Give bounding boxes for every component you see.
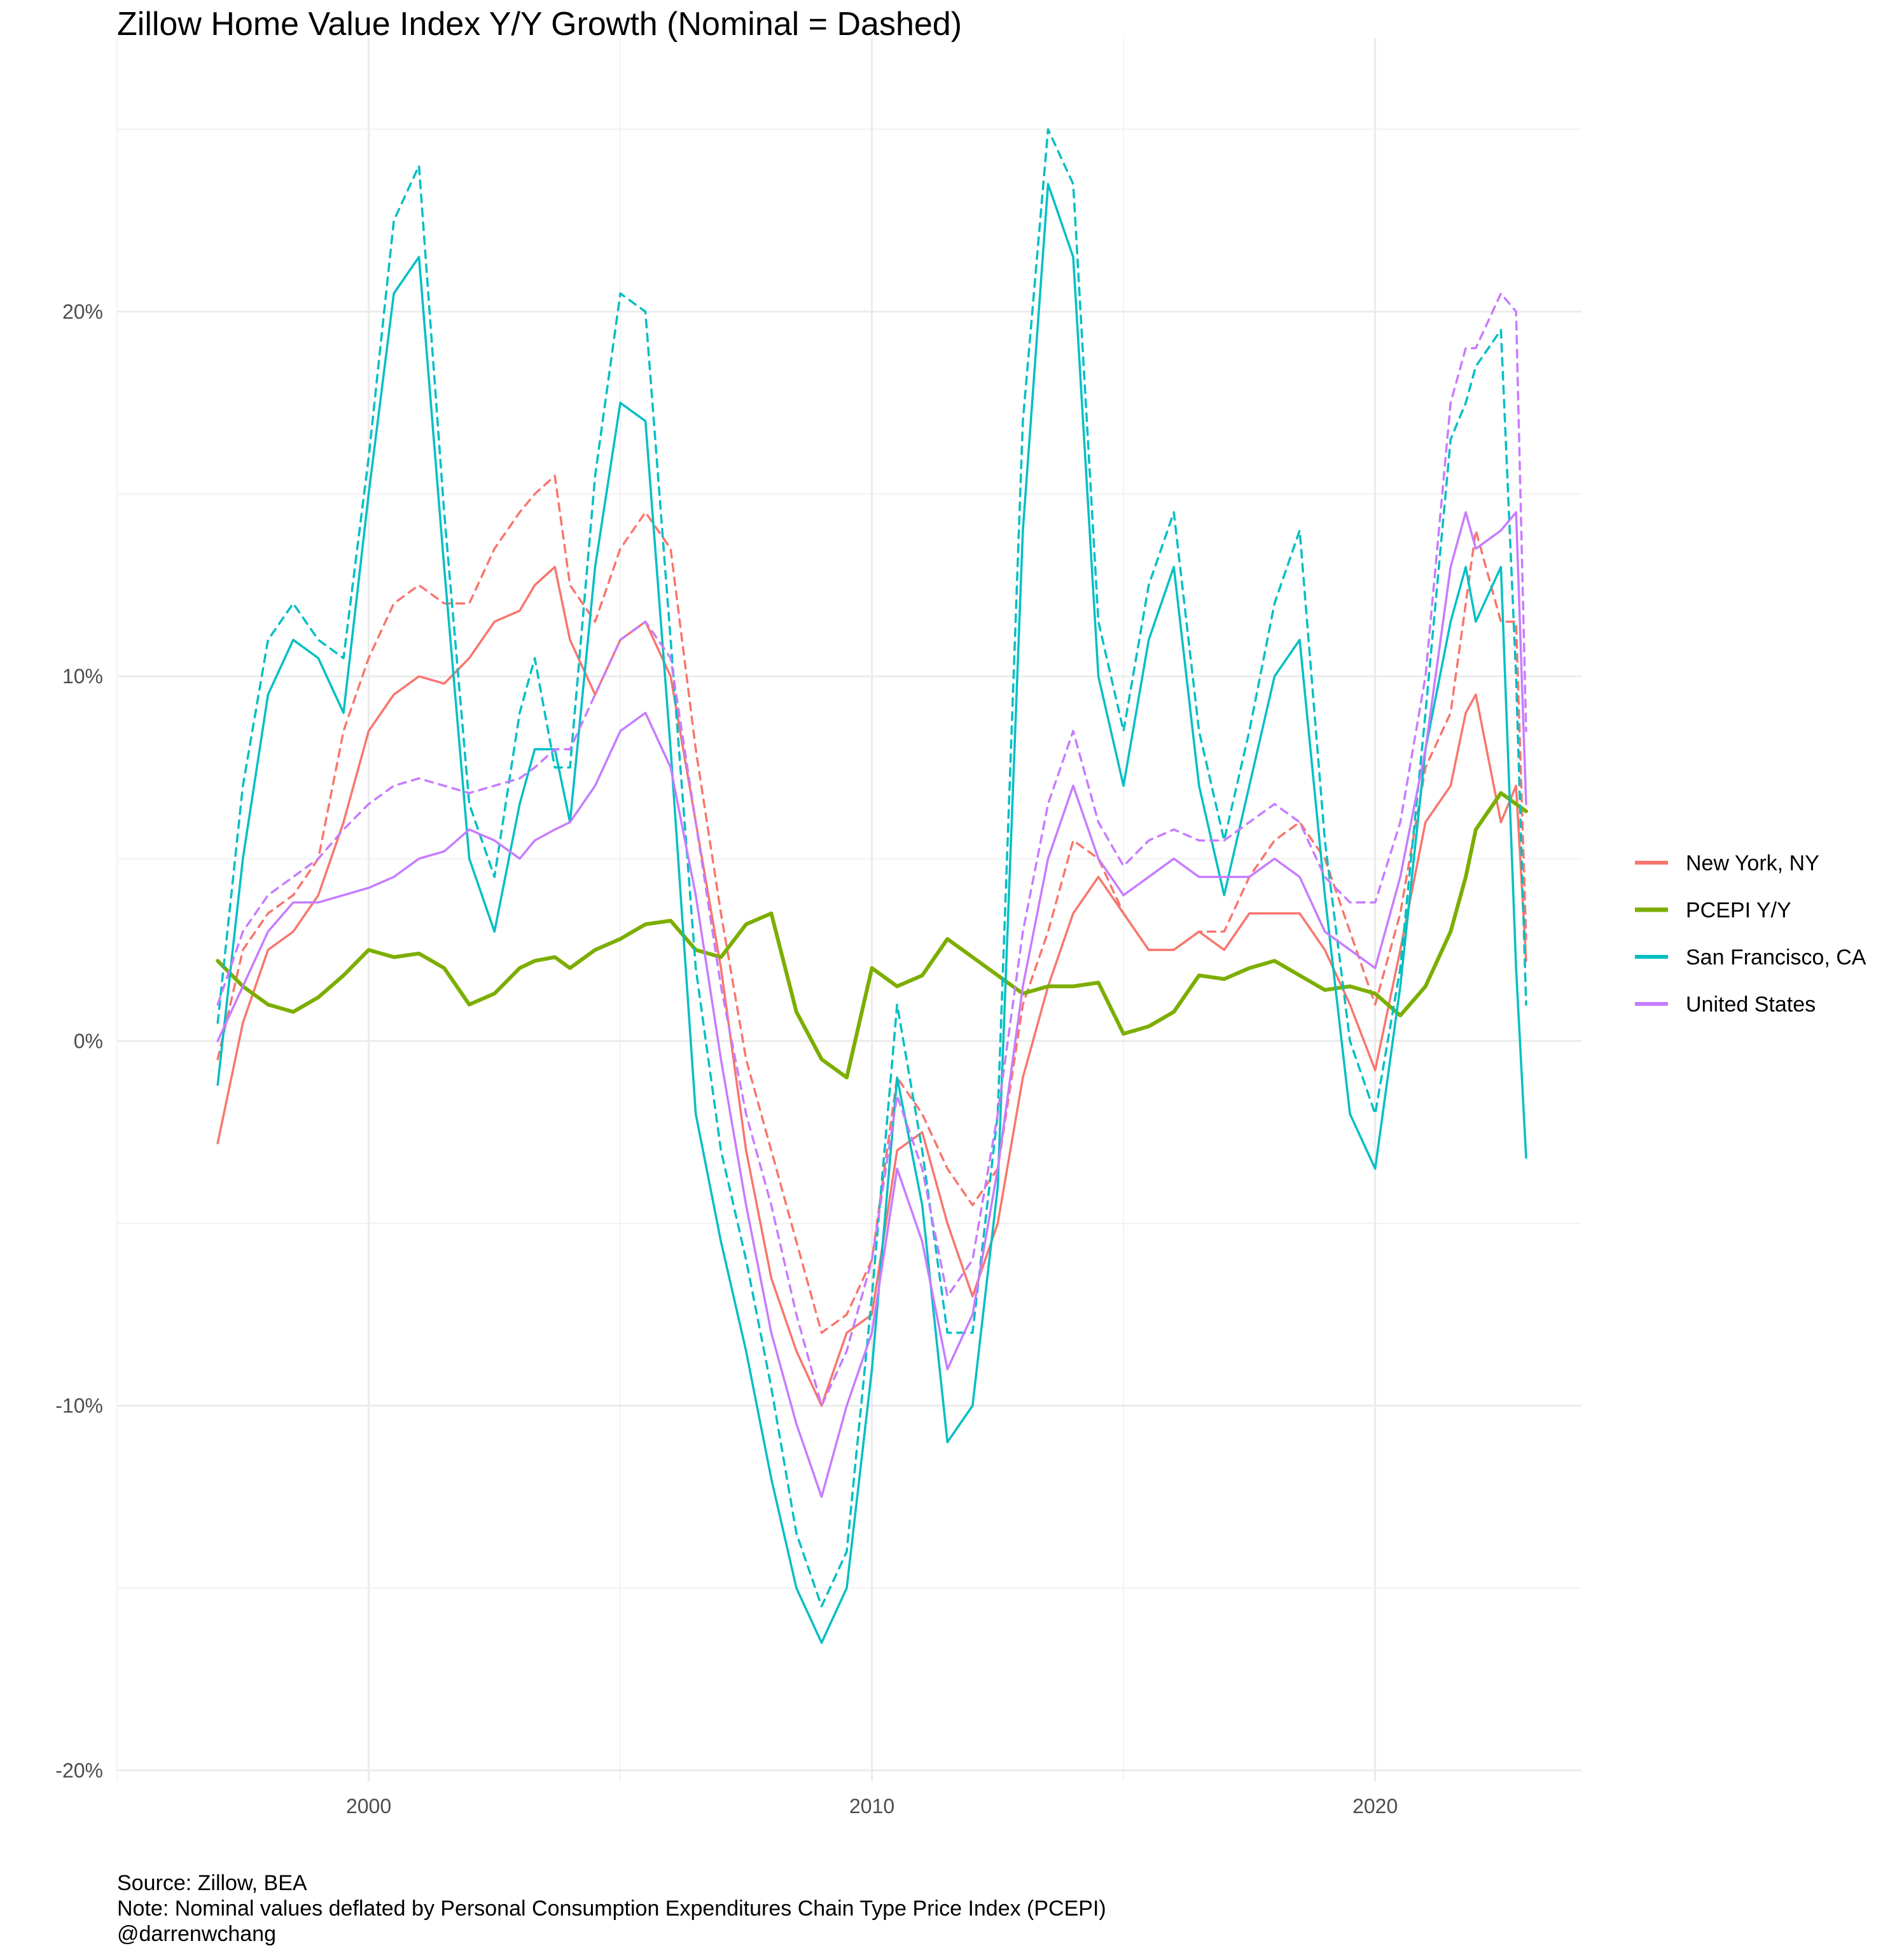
x-tick-label: 2000 bbox=[346, 1795, 391, 1818]
series-line-san-francisco-ca-dashed bbox=[216, 128, 1527, 1608]
grid bbox=[116, 38, 1581, 1781]
series-line-united-states-solid bbox=[216, 511, 1527, 1498]
y-tick-label: 10% bbox=[62, 665, 103, 688]
chart-caption: Source: Zillow, BEA Note: Nominal values… bbox=[117, 1870, 1106, 1947]
caption-note: Note: Nominal values deflated by Persona… bbox=[117, 1896, 1106, 1921]
legend-label: San Francisco, CA bbox=[1686, 945, 1866, 970]
x-tick-label: 2020 bbox=[1352, 1795, 1398, 1818]
y-tick-label: 0% bbox=[74, 1029, 103, 1052]
legend: New York, NY PCEPI Y/Y San Francisco, CA Un… bbox=[1635, 851, 1866, 1017]
x-axis: 2000 2010 2020 bbox=[346, 1795, 1398, 1818]
chart-title: Zillow Home Value Index Y/Y Growth (Nomi… bbox=[117, 6, 962, 43]
legend-label: PCEPI Y/Y bbox=[1686, 898, 1791, 922]
series-line-united-states-dashed bbox=[216, 292, 1527, 1407]
series-line-san-francisco-ca-solid bbox=[216, 183, 1527, 1644]
y-tick-label: -20% bbox=[55, 1759, 103, 1782]
legend-label: New York, NY bbox=[1686, 851, 1819, 875]
series-line-pcepi-y-y-solid bbox=[216, 791, 1528, 1080]
series-lines bbox=[216, 128, 1528, 1644]
caption-handle: @darrenwchang bbox=[117, 1922, 276, 1946]
y-tick-label: 20% bbox=[62, 300, 103, 323]
legend-label: United States bbox=[1686, 992, 1816, 1017]
caption-source: Source: Zillow, BEA bbox=[117, 1871, 307, 1895]
y-axis: -20% -10% 0% 10% 20% bbox=[55, 300, 103, 1782]
x-tick-label: 2010 bbox=[849, 1795, 894, 1818]
y-tick-label: -10% bbox=[55, 1395, 103, 1417]
